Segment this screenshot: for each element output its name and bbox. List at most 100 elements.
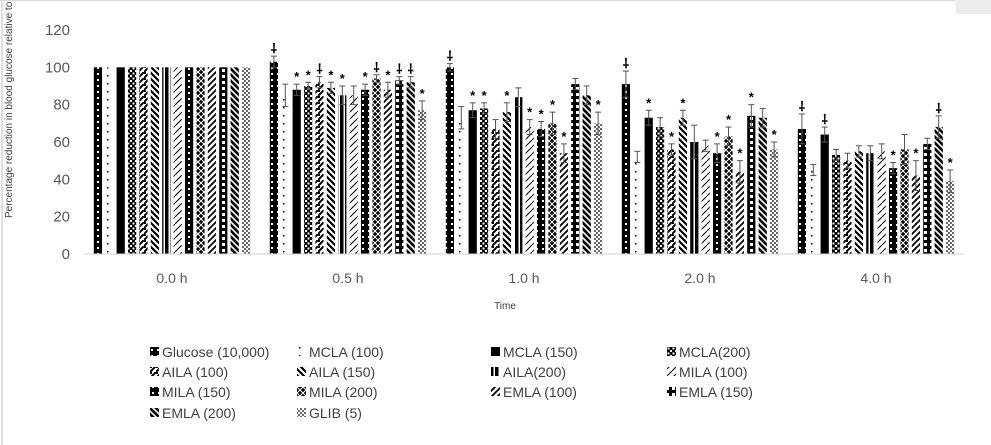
significance-marker: * [470,88,476,103]
bar [445,67,454,254]
significance-marker: * [328,67,334,82]
bar [889,168,898,254]
bar [747,115,756,254]
bar [372,78,381,255]
y-axis-ticks: 0 20 40 60 80 100 120 [45,22,70,263]
bar [185,67,194,254]
bar [582,95,591,254]
bar [690,142,699,254]
legend-item: AILA (100) [150,364,228,380]
significance-marker: ⸸ [799,99,805,114]
legend-label: AILA (100) [162,364,228,380]
bar [667,149,676,254]
significance-marker: * [948,155,954,170]
bar [832,155,841,254]
significance-marker: ⸸ [373,60,379,75]
significance-marker: ⸸ [271,41,277,56]
legend-label: MILA (200) [309,384,377,400]
x-category-label: 4.0 h [860,270,891,286]
bar [162,67,171,254]
legend-item: EMLA (100) [491,384,577,400]
bar [571,84,580,254]
significance-marker: * [561,129,567,144]
bar [537,128,546,254]
bar [820,134,829,254]
bar [946,181,955,254]
bar [877,151,886,254]
bar [326,87,335,254]
x-category-label: 1.0 h [508,270,539,286]
bar [281,95,290,254]
significance-marker: * [363,69,369,84]
bar [900,149,909,254]
bar [150,67,159,254]
bar [633,156,642,254]
y-tick-label: 60 [53,134,70,151]
significance-marker: * [726,112,732,127]
significance-marker: ⸸ [822,112,828,127]
bar [502,112,511,254]
significance-marker: * [306,67,312,82]
bar [219,67,228,254]
legend-label: EMLA (200) [162,405,236,421]
legend-label: MILA (150) [162,384,230,400]
significance-marker: * [550,97,556,112]
bar [128,67,137,254]
bar [383,89,392,254]
bar [361,89,370,254]
legend-swatch [297,387,306,396]
y-tick-label: 100 [45,59,70,76]
legend-swatch [150,367,159,376]
bar [349,95,358,254]
legend-swatch [150,408,159,417]
legend-item: GLIB (5) [297,405,362,421]
bar [338,95,347,254]
error-bars [270,55,954,193]
significance-marker: * [504,88,510,103]
legend-swatch [491,347,500,356]
bar [269,61,278,254]
significance-marker: * [340,71,346,86]
bar [93,67,102,254]
bar [758,117,767,254]
significance-marker: * [482,88,488,103]
significance-marker: * [646,95,652,110]
bar [491,128,500,254]
legend-swatch [150,387,159,396]
bar [854,151,863,254]
bar [644,117,653,254]
legend-item: MILA (150) [150,384,230,400]
legend-label: Glucose (10,000) [162,344,269,360]
legend-label: EMLA (150) [679,384,753,400]
bar [797,128,806,254]
significance-marker: * [420,86,426,101]
legend-item: MILA (100) [667,364,747,380]
bar [770,149,779,254]
bar [934,127,943,254]
bar [480,108,489,255]
legend-swatch [297,408,306,417]
y-tick-label: 40 [53,171,70,188]
bar [315,82,324,255]
significance-marker: * [294,69,300,84]
bar [809,170,818,254]
bar [911,175,920,254]
bar [395,80,404,255]
legend-item: Glucose (10,000) [150,344,269,360]
bar [866,153,875,254]
legend-label: MCLA (100) [309,344,384,360]
bar [457,117,466,254]
legend-swatch [150,347,159,356]
legend-label: AILA (150) [309,364,375,380]
bar [105,67,114,254]
legend-label: MCLA (150) [503,344,578,360]
bar [173,67,182,254]
legend-item: MILA (200) [297,384,377,400]
legend-swatch [667,387,676,396]
y-axis-title: Percentage reduction in blood glucose re… [4,0,17,218]
significance-marker: * [539,106,545,121]
legend-item: AILA (150) [297,364,375,380]
bar [242,67,251,254]
significance-marker: * [891,148,897,163]
